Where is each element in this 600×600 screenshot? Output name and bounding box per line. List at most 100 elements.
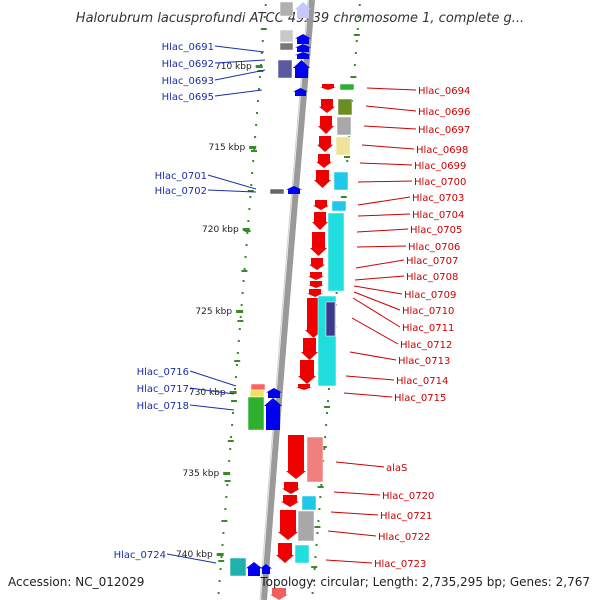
gene-arrow-reverse [278, 510, 298, 540]
track-dot-right [319, 496, 322, 498]
track-dot-right [354, 52, 357, 54]
track-dot-left [254, 136, 257, 138]
gene-label-hlac_0696[interactable]: Hlac_0696 [418, 107, 470, 118]
scale-tick-label: 720 kbp [202, 225, 239, 235]
gene-label-hlac_0709[interactable]: Hlac_0709 [404, 290, 456, 301]
cog-box [301, 495, 317, 511]
leader-line [349, 351, 397, 361]
leader-line [207, 174, 257, 190]
gene-label-hlac_0705[interactable]: Hlac_0705 [410, 225, 462, 236]
gene-label-hlac_0695[interactable]: Hlac_0695 [162, 92, 214, 103]
track-dash-right [314, 526, 321, 528]
leader-line [214, 59, 266, 64]
scale-tick-label: 725 kbp [195, 307, 232, 317]
scale-tick-label: 740 kbp [176, 550, 213, 560]
gene-arrow-reverse [313, 200, 329, 210]
gene-label-hlac_0698[interactable]: Hlac_0698 [416, 145, 468, 156]
leader-line [189, 387, 235, 395]
gene-label-hlac_0694[interactable]: Hlac_0694 [418, 86, 470, 97]
gene-label-hlac_0722[interactable]: Hlac_0722 [378, 532, 430, 543]
track-dot-left [237, 340, 240, 342]
gene-label-hlac_0691[interactable]: Hlac_0691 [162, 42, 214, 53]
leader-line [345, 375, 395, 381]
track-dot-left [219, 568, 222, 570]
gene-label-hlac_0718[interactable]: Hlac_0718 [137, 401, 189, 412]
leader-line [356, 228, 409, 233]
gene-arrow-forward [264, 398, 282, 430]
leader-line [189, 370, 237, 387]
leader-line [189, 404, 235, 411]
cog-box [249, 389, 265, 398]
gene-label-hlac_0693[interactable]: Hlac_0693 [162, 76, 214, 87]
leader-line [352, 297, 401, 328]
gene-arrow-reverse [308, 272, 324, 280]
track-dot-left [249, 196, 252, 198]
leader-line [207, 189, 257, 193]
cog-box [269, 188, 285, 195]
track-dot-left [241, 292, 244, 294]
track-dot-right [335, 292, 338, 294]
cog-box [247, 396, 265, 431]
gene-label-hlac_0711[interactable]: Hlac_0711 [402, 323, 454, 334]
gene-label-hlac_0714[interactable]: Hlac_0714 [396, 376, 448, 387]
cog-box [279, 1, 294, 17]
gene-label-hlac_0717[interactable]: Hlac_0717 [137, 384, 189, 395]
gene-label-hlac_0720[interactable]: Hlac_0720 [382, 491, 434, 502]
gene-label-hlac_0692[interactable]: Hlac_0692 [162, 59, 214, 70]
gene-label-hlac_0712[interactable]: Hlac_0712 [400, 340, 452, 351]
cog-box [294, 544, 310, 564]
track-dash-right [324, 406, 330, 408]
leader-line [333, 491, 381, 496]
scale-tick [223, 472, 231, 475]
track-dot-right [314, 556, 317, 558]
gene-label-hlac_0699[interactable]: Hlac_0699 [414, 161, 466, 172]
track-dot-left [242, 280, 245, 282]
track-dot-left [217, 592, 220, 594]
gene-label-hlac_0700[interactable]: Hlac_0700 [414, 177, 466, 188]
gene-label-hlac_0706[interactable]: Hlac_0706 [408, 242, 460, 253]
leader-line [330, 511, 379, 516]
cog-box [250, 383, 266, 391]
gene-arrow-forward [286, 186, 302, 194]
leader-line [363, 125, 417, 130]
gene-features [229, 1, 355, 600]
gene-arrow-reverse [296, 384, 312, 390]
gene-arrow-forward [260, 564, 272, 574]
gene-label-hlac_0707[interactable]: Hlac_0707 [406, 256, 458, 267]
gene-label-hlac_0697[interactable]: Hlac_0697 [418, 125, 470, 136]
gene-label-hlac_0715[interactable]: Hlac_0715 [394, 393, 446, 404]
gene-label-hlac_0704[interactable]: Hlac_0704 [412, 210, 464, 221]
leader-line [351, 317, 399, 345]
track-dot-right [328, 388, 330, 390]
gene-label-alas[interactable]: alaS [386, 463, 407, 474]
gene-label-hlac_0724[interactable]: Hlac_0724 [114, 550, 166, 561]
scale-tick [242, 228, 250, 231]
gene-label-hlac_0723[interactable]: Hlac_0723 [374, 559, 426, 570]
track-dash-left [231, 400, 237, 402]
gene-arrow-reverse [318, 116, 334, 134]
gene-label-hlac_0716[interactable]: Hlac_0716 [137, 367, 189, 378]
gene-label-hlac_0708[interactable]: Hlac_0708 [406, 272, 458, 283]
track-dot-left [222, 532, 225, 534]
track-dot-left [238, 328, 241, 330]
gene-arrow-reverse [307, 289, 323, 297]
label-leader-lines [166, 45, 417, 564]
gene-label-hlac_0710[interactable]: Hlac_0710 [402, 306, 454, 317]
gene-arrow-reverse [310, 232, 327, 256]
gene-label-hlac_0721[interactable]: Hlac_0721 [380, 511, 432, 522]
gene-label-hlac_0713[interactable]: Hlac_0713 [398, 356, 450, 367]
track-dot-right [357, 16, 360, 18]
track-dot-right [324, 436, 327, 438]
gene-label-hlac_0702[interactable]: Hlac_0702 [155, 186, 207, 197]
track-dash-left [234, 360, 241, 362]
track-dot-left [243, 268, 246, 270]
track-dot-left [250, 184, 253, 186]
gene-arrow-forward [295, 52, 311, 59]
gene-label-hlac_0703[interactable]: Hlac_0703 [412, 193, 464, 204]
track-dash-left [237, 320, 244, 322]
gene-label-hlac_0701[interactable]: Hlac_0701 [155, 171, 207, 182]
track-dot-right [316, 532, 319, 534]
scale-ticks: 710 kbp 715 kbp 720 kbp 725 kbp 730 kbp 735 k… [176, 62, 263, 560]
leader-line [214, 89, 263, 97]
track-dot-right [312, 580, 315, 582]
